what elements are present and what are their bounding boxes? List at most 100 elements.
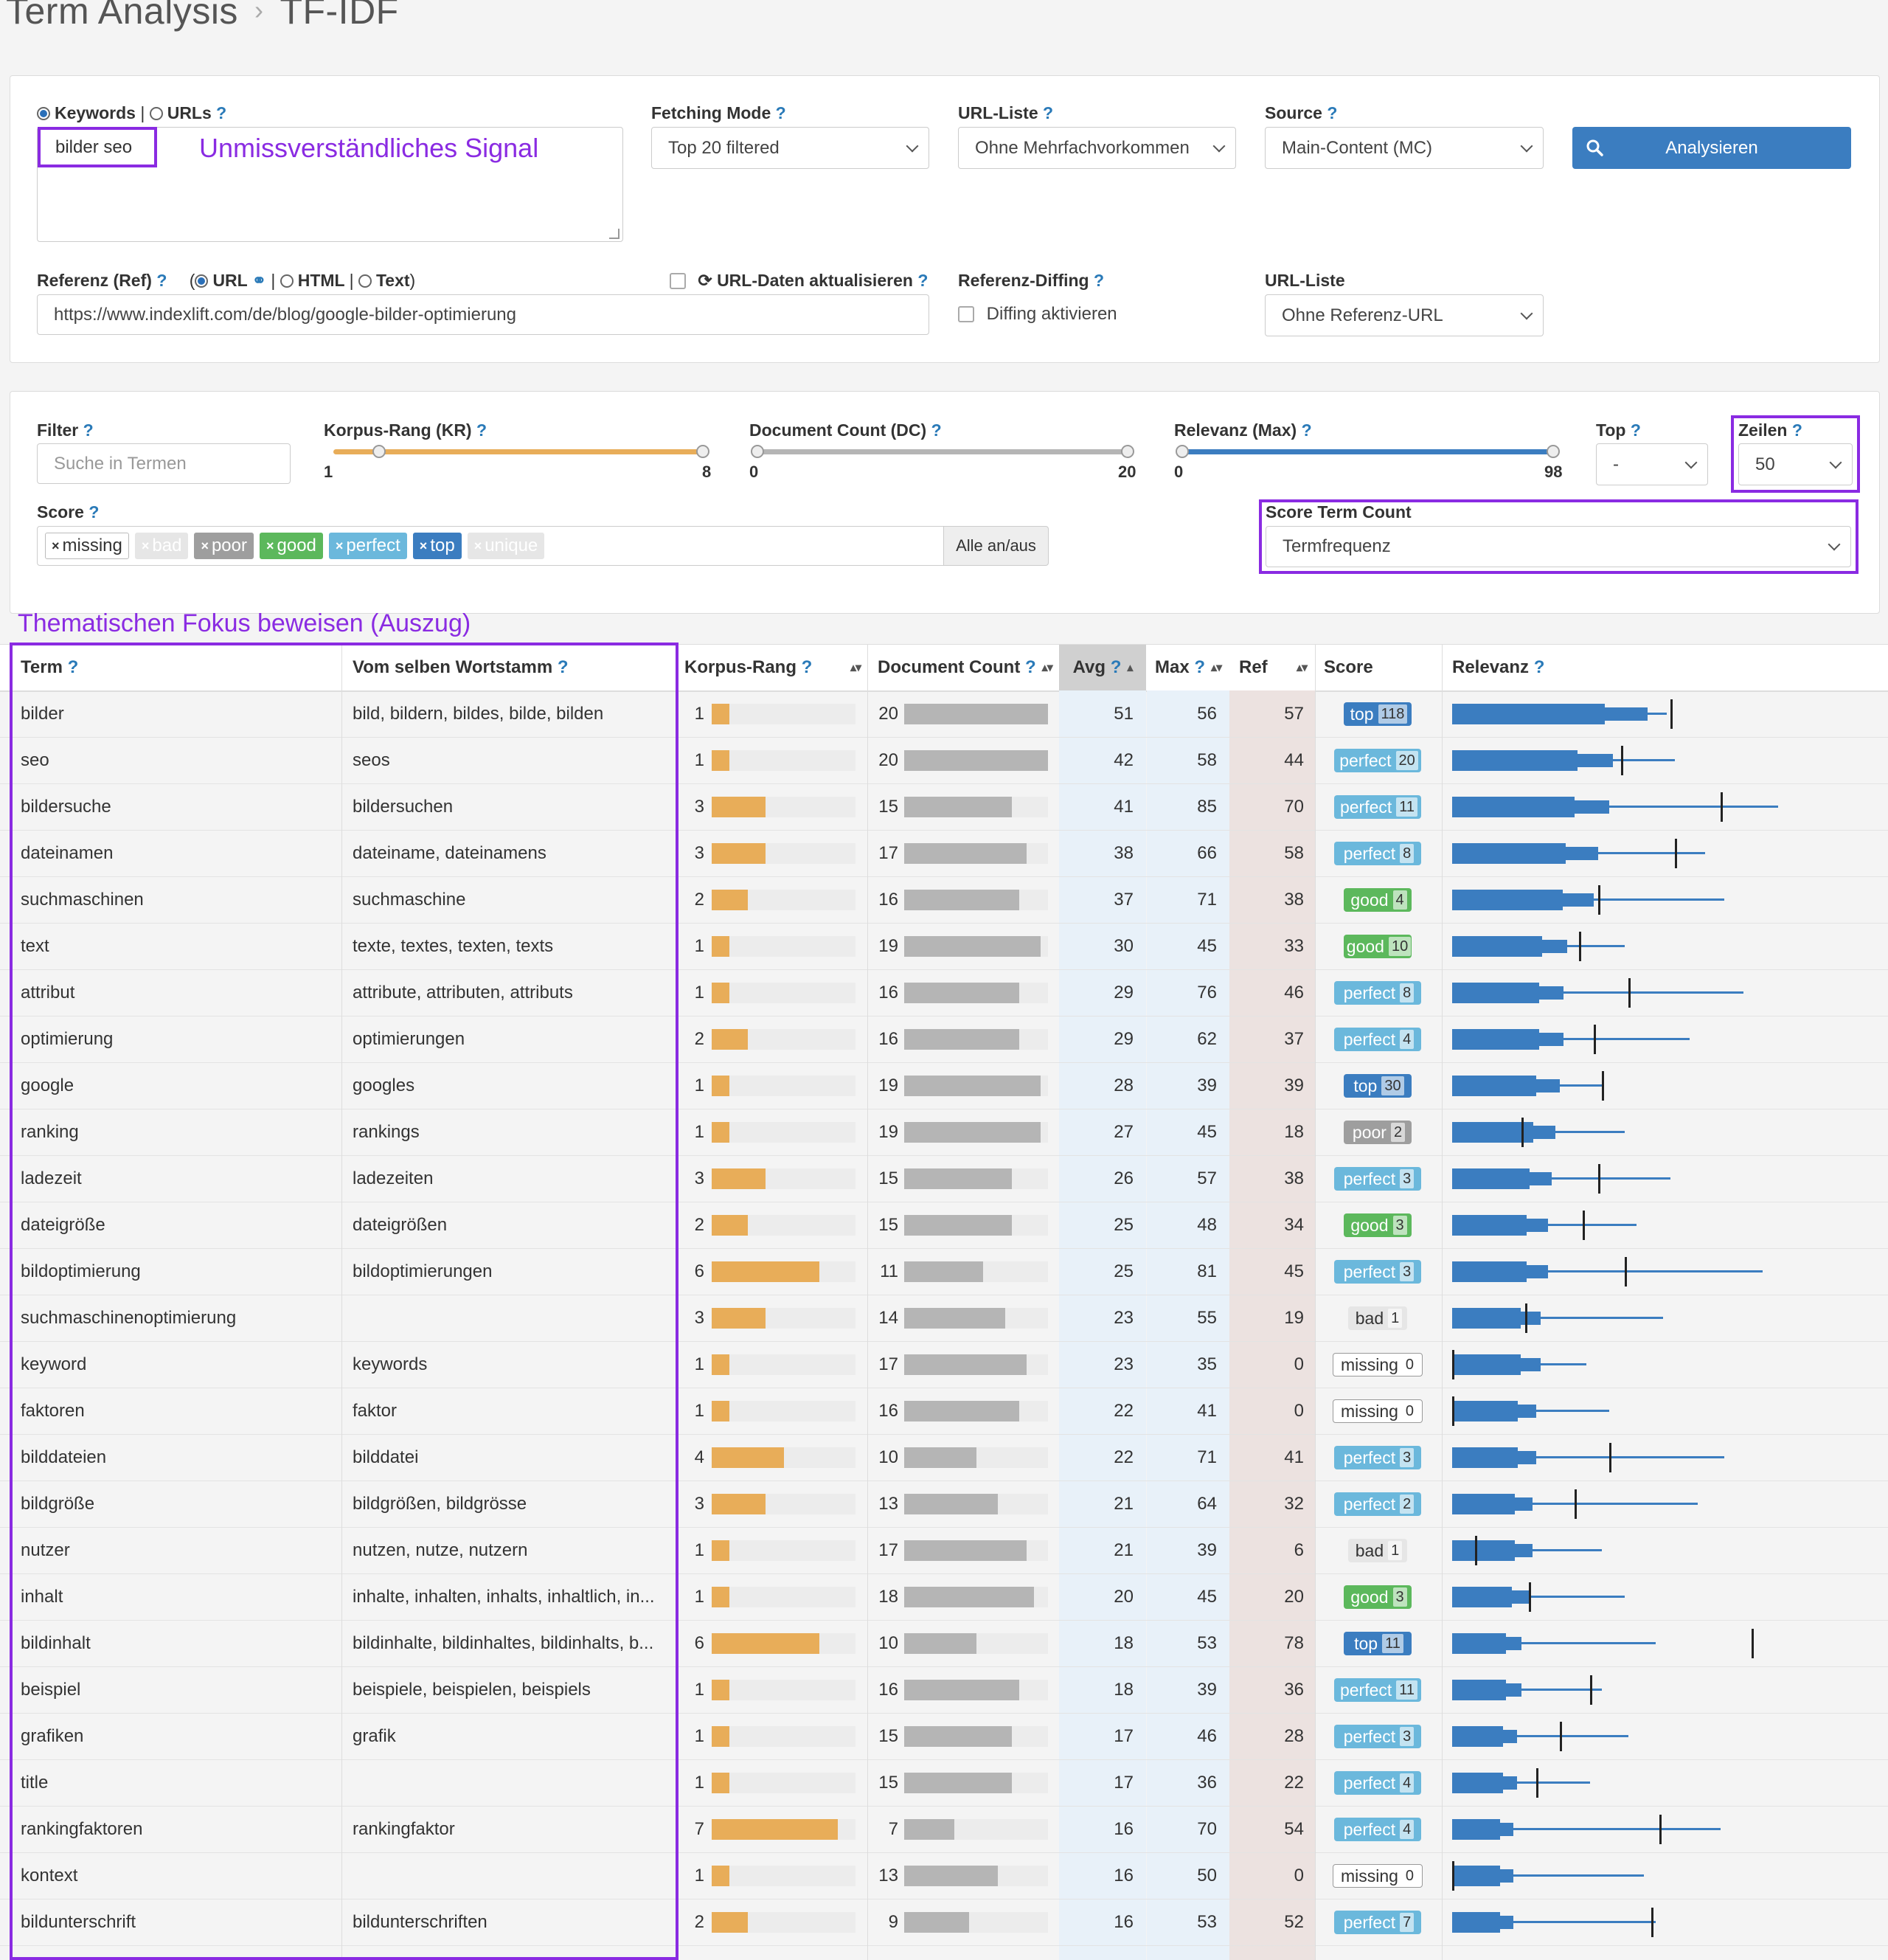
help-icon[interactable]: ? (775, 103, 786, 122)
fetching-mode-select[interactable]: Top 20 filtered (651, 127, 929, 169)
score-count: 1 (1388, 1309, 1403, 1328)
diffing-checkbox[interactable] (958, 306, 974, 322)
col-kr[interactable]: Korpus-Rang ? (684, 657, 813, 677)
col-dc[interactable]: Document Count ? ▴▾ (878, 657, 1053, 677)
col-ref[interactable]: Ref (1239, 657, 1268, 677)
score-count: 1 (1388, 1541, 1403, 1560)
score-tag-good[interactable]: × good (260, 533, 323, 559)
max-value: 53 (1197, 1911, 1217, 1932)
resize-handle-icon[interactable] (609, 229, 620, 239)
score-tag-unique[interactable]: × unique (467, 533, 545, 559)
help-icon[interactable]: ? (1327, 103, 1338, 122)
rel-slider-track[interactable] (1182, 449, 1553, 454)
col-score[interactable]: Score (1324, 657, 1373, 677)
ref-value: 28 (1284, 1725, 1304, 1746)
top-select[interactable]: - (1596, 443, 1708, 485)
kr-bar (712, 1494, 766, 1514)
dc-value: 9 (888, 1911, 898, 1932)
source-select[interactable]: Main-Content (MC) (1265, 127, 1544, 169)
ref-value: 0 (1294, 1354, 1304, 1374)
diffing-checkbox-row[interactable]: Diffing aktivieren (958, 304, 1117, 325)
dc-slider-max-handle[interactable] (1121, 445, 1134, 458)
col-rel[interactable]: Relevanz ? (1452, 657, 1545, 677)
help-icon[interactable]: ? (88, 502, 100, 522)
stc-select[interactable]: Termfrequenz (1266, 526, 1851, 567)
kr-slider-min-handle[interactable] (372, 445, 386, 458)
col-avg[interactable]: Avg ? ▴ (1059, 645, 1146, 690)
kr-slider-track[interactable] (333, 449, 704, 454)
table-row: grafiken grafik 1 15 17 46 28 perfect 3 (0, 1713, 1888, 1760)
help-icon[interactable]: ? (1094, 271, 1105, 290)
relevance-whisker (1452, 1921, 1656, 1923)
help-icon[interactable]: ? (1043, 103, 1054, 122)
help-icon[interactable]: ? (931, 420, 942, 440)
dc-slider-min-handle[interactable] (751, 445, 764, 458)
remove-tag-icon[interactable]: × (141, 538, 150, 553)
col-max[interactable]: Max ? ▴▾ (1155, 657, 1222, 677)
radio-urls[interactable] (149, 107, 163, 120)
remove-tag-icon[interactable]: × (266, 538, 274, 553)
analyze-button[interactable]: Analysieren (1572, 127, 1851, 169)
kr-bar-track (712, 890, 856, 910)
rel-slider-min-handle[interactable] (1176, 445, 1189, 458)
toggle-all-button[interactable]: Alle an/aus (943, 526, 1049, 566)
help-icon[interactable]: ? (1301, 420, 1312, 440)
score-tag-poor[interactable]: × poor (194, 533, 254, 559)
reference-url-input[interactable]: https://www.indexlift.com/de/blog/google… (37, 294, 929, 335)
max-value: 56 (1197, 703, 1217, 724)
score-count: 0 (1402, 1356, 1417, 1374)
remove-tag-icon[interactable]: × (52, 538, 60, 553)
term-cell: attribut (21, 982, 75, 1002)
help-icon[interactable]: ? (216, 103, 227, 122)
score-tag-top[interactable]: × top (412, 533, 462, 559)
keyword-textarea[interactable] (37, 127, 623, 242)
breadcrumb-root[interactable]: Term Analysis (6, 0, 238, 32)
radio-ref-html[interactable] (280, 274, 294, 288)
refresh-checkbox[interactable] (670, 273, 686, 289)
score-tag-bad[interactable]: × bad (134, 533, 189, 559)
remove-tag-icon[interactable]: × (473, 538, 482, 553)
table-row: bildgröße bildgrößen, bildgrösse 3 13 21 64 32… (0, 1481, 1888, 1528)
sort-icon[interactable]: ▴▾ (850, 662, 861, 674)
rel-slider-max-handle[interactable] (1547, 445, 1560, 458)
ref-url-list-select[interactable]: Ohne Referenz-URL (1265, 294, 1544, 336)
score-label: bad (1355, 1308, 1384, 1328)
score-tag-input[interactable]: × missing × bad × poor × good × perfect × top × uniqu… (37, 526, 944, 566)
relevance-bar-mid (1518, 1451, 1537, 1464)
help-icon[interactable]: ? (156, 271, 167, 290)
dc-bar-track (904, 843, 1048, 864)
relevance-bar-mid (1499, 1823, 1514, 1836)
radio-ref-text[interactable] (358, 274, 372, 288)
help-icon[interactable]: ? (1630, 420, 1641, 440)
col-term[interactable]: Term ? (21, 657, 79, 677)
col-stem[interactable]: Vom selben Wortstamm ? (353, 657, 569, 677)
refresh-url-data[interactable]: ⟳ URL-Daten aktualisieren ? (670, 271, 928, 291)
sort-icon[interactable]: ▴▾ (1297, 662, 1308, 674)
remove-tag-icon[interactable]: × (419, 538, 428, 553)
remove-tag-icon[interactable]: × (201, 538, 209, 553)
filter-input[interactable]: Suche in Termen (37, 443, 291, 484)
help-icon[interactable]: ? (1791, 420, 1802, 440)
keywords-label: Keywords (55, 103, 136, 122)
sort-icon: ▴▾ (1041, 662, 1053, 674)
radio-keywords[interactable] (37, 107, 50, 120)
score-tag-label: poor (211, 536, 247, 555)
term-cell: nutzer (21, 1540, 70, 1560)
score-count: 10 (1388, 937, 1412, 956)
remove-tag-icon[interactable]: × (335, 538, 344, 553)
help-icon[interactable]: ? (476, 420, 487, 440)
score-tag-perfect[interactable]: × perfect (328, 533, 407, 559)
score-badge: perfect 4 (1334, 1818, 1421, 1841)
kr-slider-max-handle[interactable] (696, 445, 709, 458)
rows-select[interactable]: 50 (1738, 443, 1853, 485)
dc-slider-track[interactable] (757, 449, 1128, 454)
kr-value: 1 (694, 1586, 704, 1607)
dc-bar (904, 797, 1012, 817)
dc-bar-track (904, 1494, 1048, 1514)
help-icon[interactable]: ? (83, 420, 94, 440)
help-icon[interactable]: ? (917, 271, 929, 290)
url-list-select[interactable]: Ohne Mehrfachvorkommen (958, 127, 1236, 169)
radio-ref-url[interactable] (195, 274, 209, 288)
chevron-right-icon: › (254, 0, 264, 25)
score-tag-missing[interactable]: × missing (45, 533, 129, 559)
